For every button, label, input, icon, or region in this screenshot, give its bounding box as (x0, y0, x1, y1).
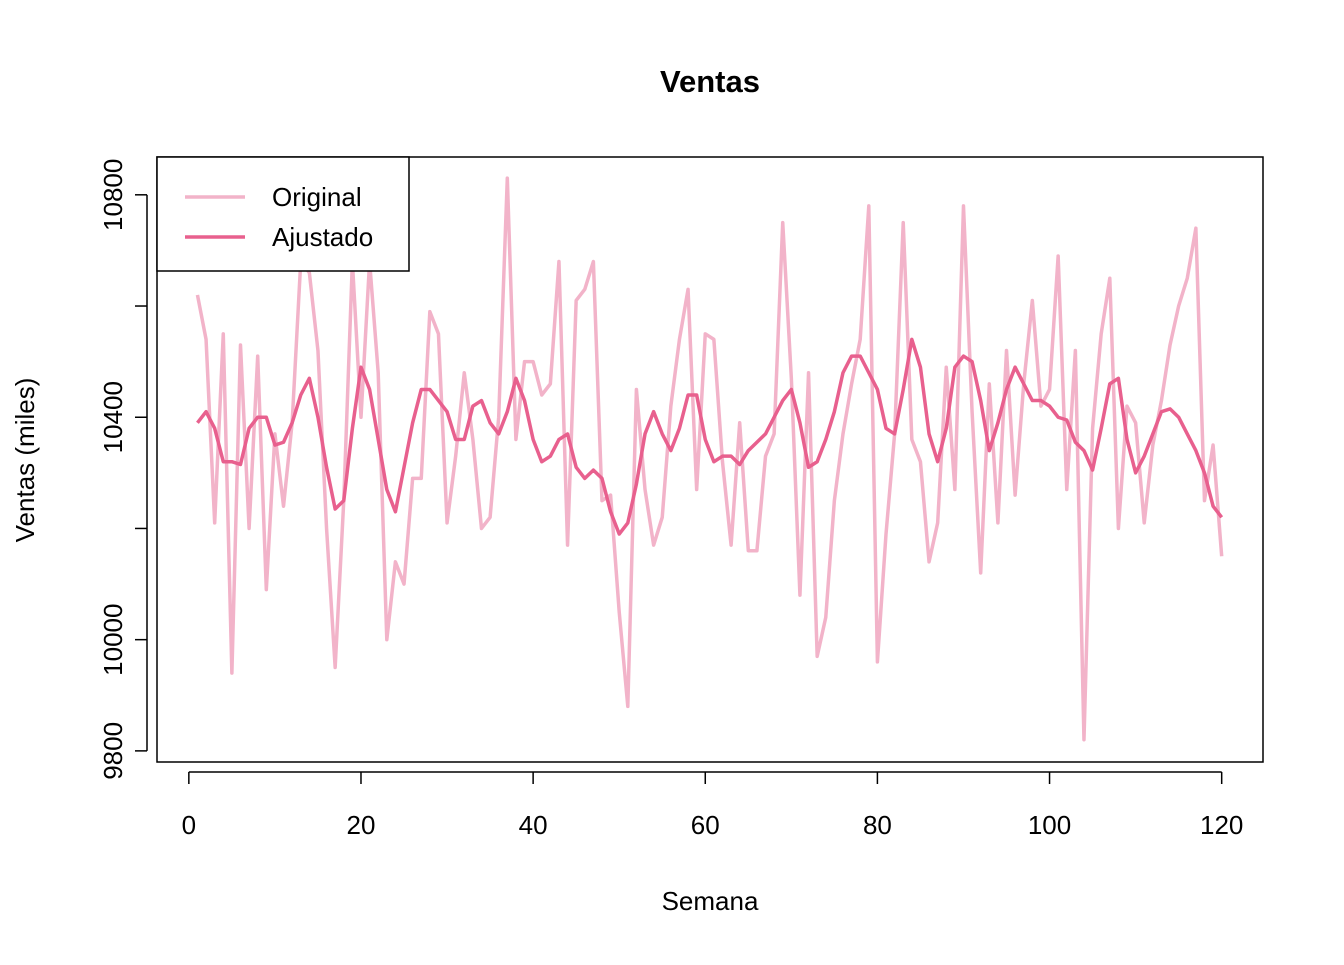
y-tick-label: 10800 (98, 159, 128, 231)
y-tick-label: 10000 (98, 604, 128, 676)
legend-label: Original (272, 182, 362, 212)
x-tick-label: 100 (1028, 810, 1071, 840)
y-axis-label: Ventas (miles) (10, 378, 40, 543)
x-tick-label: 20 (347, 810, 376, 840)
x-tick-label: 80 (863, 810, 892, 840)
y-tick-label: 9800 (98, 722, 128, 780)
chart-title: Ventas (660, 64, 760, 99)
legend-box (156, 156, 410, 272)
x-tick-label: 0 (182, 810, 196, 840)
plot-frame (156, 156, 1264, 763)
x-tick-label: 40 (519, 810, 548, 840)
x-tick-label: 120 (1200, 810, 1243, 840)
x-axis-label: Semana (662, 886, 759, 916)
series-line (195, 176, 1224, 742)
x-tick-label: 60 (691, 810, 720, 840)
legend-label: Ajustado (272, 222, 373, 252)
series-line (196, 337, 1224, 536)
y-tick-label: 10400 (98, 381, 128, 453)
